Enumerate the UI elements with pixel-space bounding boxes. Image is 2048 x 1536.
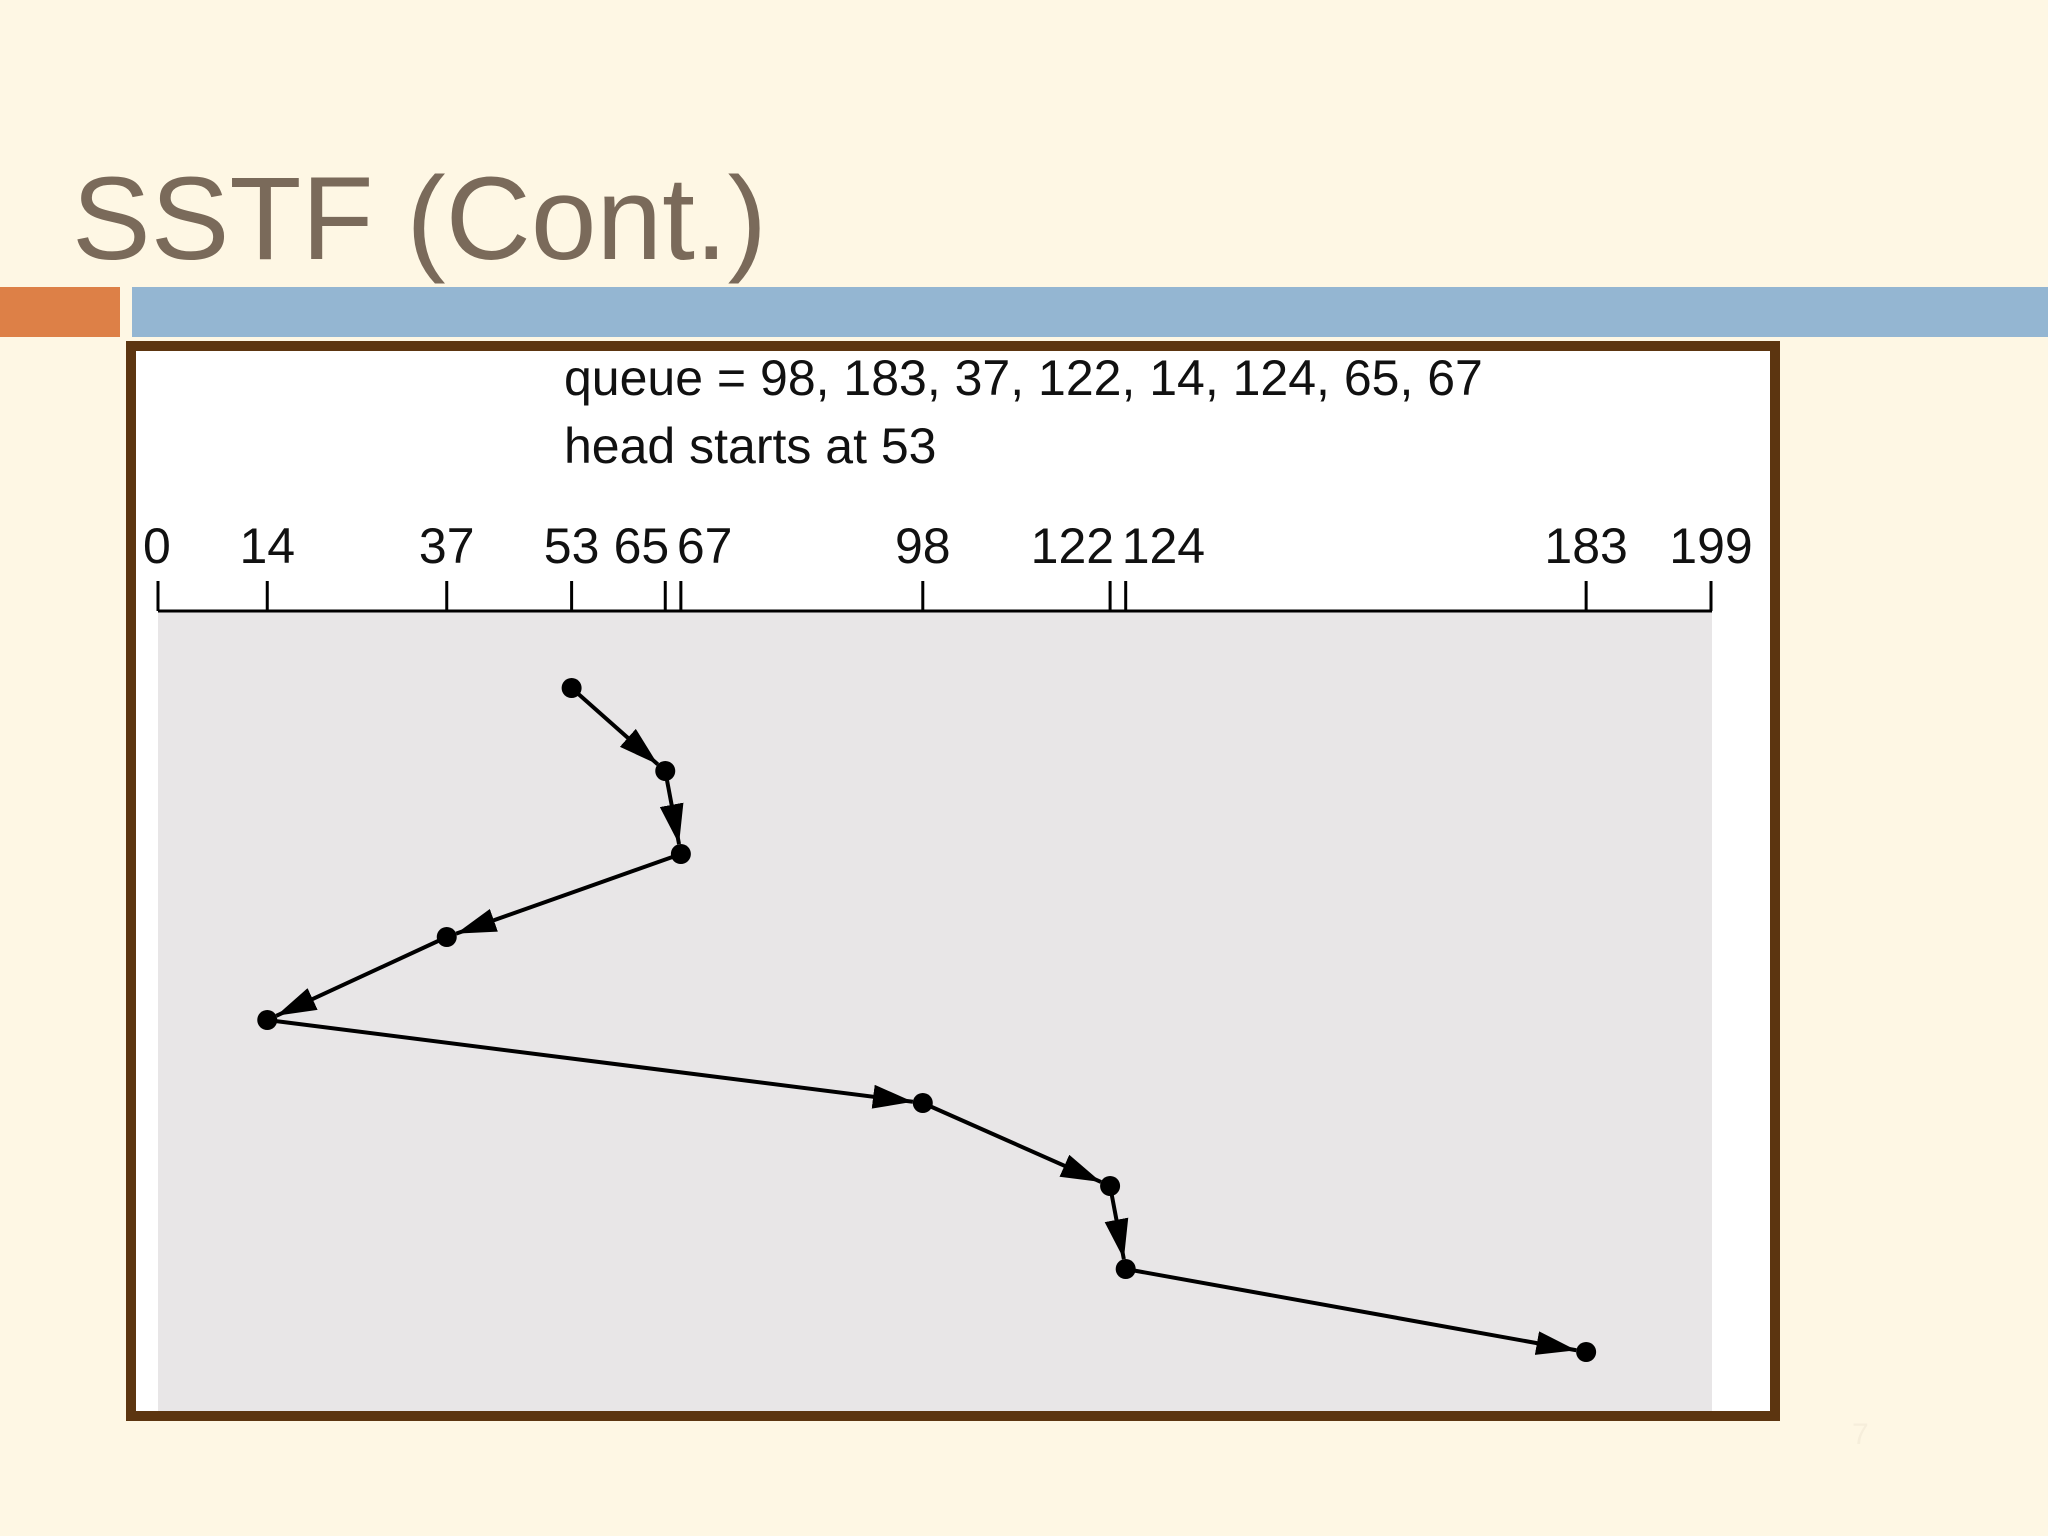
head-position — [1576, 1342, 1597, 1362]
seek-arrow — [921, 1101, 1102, 1184]
seek-arrow — [455, 852, 682, 936]
head-position — [436, 927, 457, 947]
tick-label: 183 — [1544, 518, 1627, 574]
tick-label: 0 — [143, 518, 171, 574]
seek-arrow — [1125, 1267, 1577, 1355]
head-position — [1100, 1176, 1121, 1196]
head-position — [257, 1010, 278, 1030]
head-position — [912, 1093, 933, 1113]
tick-label: 98 — [895, 518, 951, 574]
header-bar — [132, 287, 2048, 337]
slide-title: SSTF (Cont.) — [72, 153, 767, 285]
tick-label: 122 — [1031, 518, 1114, 574]
seek-arrow — [275, 935, 448, 1018]
head-position — [561, 678, 582, 698]
head-text: head starts at 53 — [564, 418, 936, 474]
seek-arrow — [267, 1018, 914, 1109]
accent-bar — [0, 287, 120, 337]
slide-number: 7 — [1852, 1418, 1869, 1451]
tick-label: 14 — [239, 518, 295, 574]
tick-label: 199 — [1669, 518, 1752, 574]
head-position — [670, 844, 691, 864]
seek-arrow — [1104, 1185, 1129, 1260]
queue-text: queue = 98, 183, 37, 122, 14, 124, 65, 6… — [564, 350, 1483, 406]
seek-arrow — [570, 686, 660, 766]
seek-arrow — [659, 770, 684, 845]
tick-label: 124 — [1122, 518, 1205, 574]
tick-label: 67 — [677, 518, 733, 574]
head-position — [655, 761, 676, 781]
tick-label: 53 — [544, 518, 600, 574]
tick-label: 37 — [419, 518, 475, 574]
tick-label: 65 — [614, 518, 670, 574]
head-position — [1115, 1259, 1136, 1279]
plot-area — [158, 611, 1712, 1411]
